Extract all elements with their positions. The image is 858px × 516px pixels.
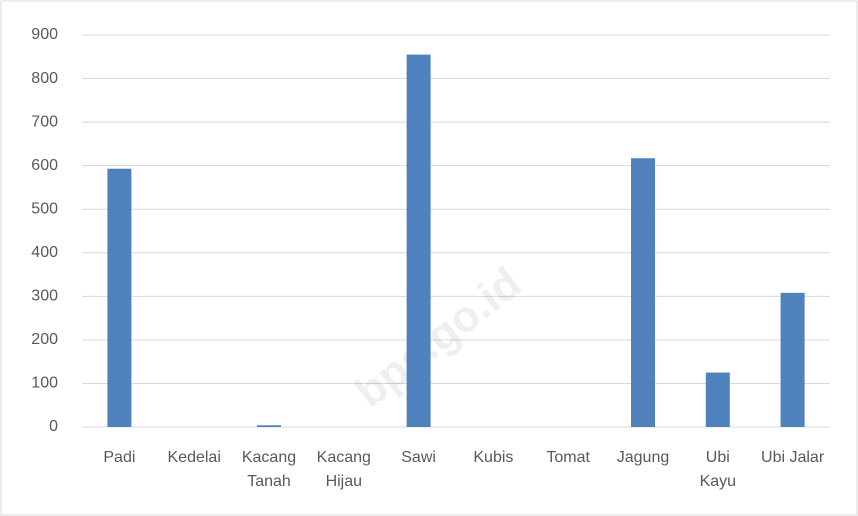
y-tick-label: 300 bbox=[31, 288, 58, 305]
y-tick-label: 900 bbox=[31, 26, 58, 43]
x-tick-label: Kacang Tanah bbox=[241, 449, 297, 490]
x-tick-label: Ubi Kayu bbox=[699, 449, 737, 490]
bar bbox=[780, 292, 805, 427]
y-tick-label: 0 bbox=[49, 418, 58, 435]
bar bbox=[705, 372, 730, 427]
x-tick-label: Kubis bbox=[473, 449, 514, 466]
y-tick-label: 600 bbox=[31, 157, 58, 174]
x-tick-label: Padi bbox=[103, 449, 136, 466]
y-tick-label: 700 bbox=[31, 113, 58, 130]
x-tick-label: Ubi Jalar bbox=[761, 449, 825, 466]
x-tick-label: Sawi bbox=[401, 449, 436, 466]
bar bbox=[631, 158, 655, 428]
bar bbox=[107, 168, 132, 427]
y-tick-label: 200 bbox=[31, 331, 58, 348]
x-tick-label: Tomat bbox=[546, 449, 590, 466]
x-tick-label: Jagung bbox=[616, 449, 670, 466]
y-tick-label: 400 bbox=[31, 244, 58, 261]
y-tick-label: 100 bbox=[31, 375, 58, 392]
bar bbox=[257, 425, 281, 427]
y-tick-label: 500 bbox=[31, 200, 58, 217]
bar bbox=[406, 54, 431, 427]
x-tick-label: Kedelai bbox=[167, 449, 221, 466]
y-tick-label: 800 bbox=[31, 70, 58, 87]
x-tick-label: Kacang Hijau bbox=[316, 449, 371, 490]
